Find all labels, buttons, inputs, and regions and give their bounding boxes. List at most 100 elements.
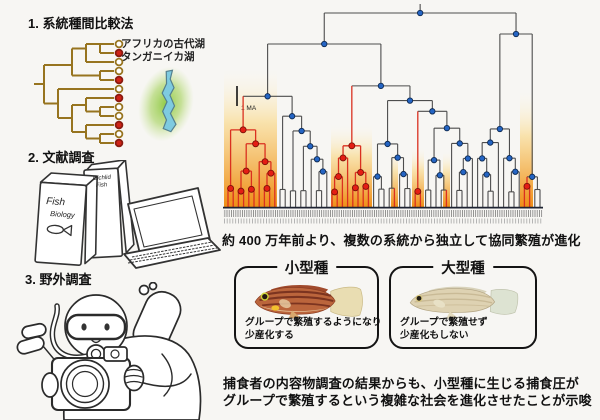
lake-label-line2: タンガニイカ湖 [121,51,195,63]
cooperative-node [237,187,245,195]
cooperative-node [227,184,235,192]
cooperative-node [339,154,347,162]
cooperative-node [335,173,342,181]
ancestral-node [464,155,471,162]
ancestral-node [406,97,414,104]
cooperative-node [331,188,339,196]
large-species-box: 大型種 グループで繁殖せず 少産化もしない [389,257,537,349]
ancestral-node [529,173,536,180]
cooperative-node [252,140,260,148]
large-fish-pectoral-fin [433,299,446,308]
book-front-title-2: Biology [50,209,76,220]
highlight-band [391,150,398,207]
large-species-title: 大型種 [433,257,493,278]
scale-bar-label: 1 MA [241,105,257,112]
cooperative-clade-highlights [224,70,533,207]
ancestral-node [313,156,321,163]
cooperative-node [362,182,370,190]
conclusion-text: 捕食者の内容物調査の結果からも、小型種に生じる捕食圧が グループで繁殖するという… [223,375,592,409]
large-fish-tail [489,289,519,315]
highlight-band [520,92,533,207]
diver-eye-left [81,323,87,331]
diver-right-hand [123,364,145,392]
phylogenetic-tree: 1 MA [223,4,543,224]
lake-label: アフリカの古代湖 タンガニイカ湖 [121,38,205,64]
method-1-heading: 1. 系統種間比較法 [28,16,134,31]
ancestral-node [429,108,436,115]
comparative-tree-tip-markers [114,39,124,148]
ancestral-node [512,168,519,175]
ancestral-node [506,155,513,162]
small-species-title: 小型種 [276,257,337,278]
time-scale-bar: 1 MA [236,86,257,112]
diving-mask [65,313,127,341]
cooperative-node [263,184,271,192]
cooperative-node [242,167,250,175]
ancestral-node [307,143,314,150]
ancestral-node [384,140,391,148]
conclusion-line2: グループで繁殖するという複雑な社会を進化させたことが示唆 [223,393,592,408]
glove-fingers [124,368,143,384]
small-species-desc: グループで繁殖するようになり 少産化する [245,317,382,341]
ancestral-node [496,125,504,133]
small-species-photo [248,279,366,323]
ancestral-node [400,170,407,178]
method-3-heading: 3. 野外調査 [25,272,92,287]
book-back-title-1: Cichlid [93,175,112,182]
cooperative-node [239,126,247,134]
ancestral-node [456,140,463,147]
book-titles: Cichlid Fish Fish Biology [46,175,112,220]
cooperative-node [261,158,269,166]
ancestral-node [321,40,328,48]
cooperative-node [348,142,356,150]
small-fish-yellow-spot [270,305,279,311]
small-fish-pelvic-fin [288,310,301,319]
large-species-desc: グループで繁殖せず 少産化もしない [400,317,488,341]
ancestral-node [416,9,424,17]
mask-nose [90,338,102,344]
comparative-tree-diagram [34,39,124,148]
large-species-photo [404,279,522,323]
small-fish-tail [329,286,363,317]
tip-labels-row2 [223,218,543,224]
small-fish-pectoral-fin [278,299,291,309]
tip-labels-row1 [223,210,543,217]
literature-illustration: Cichlid Fish Fish Biology [34,160,221,269]
ancestral-node [264,93,271,100]
book-front-title-1: Fish [46,196,66,208]
ancestral-node [436,172,444,179]
comparative-tree-branches [34,43,114,144]
ancestral-node [478,155,486,162]
ancestral-node [460,168,467,176]
large-fish-eye [416,295,422,301]
ancestral-node [374,173,381,180]
tree-nodes [227,9,536,196]
ancestral-node [394,154,401,161]
ancestral-node [487,139,494,146]
cooperative-node [247,185,255,193]
ancestral-node [483,171,490,178]
lake-shape [161,69,177,133]
diver-arm-line [161,353,173,397]
camera-strobes [16,322,59,365]
ancestral-node [512,30,520,38]
conclusion-line1: 捕食者の内容物調査の結果からも、小型種に生じる捕食圧が [223,376,580,391]
large-fish-pelvic-fin [446,311,458,319]
small-species-box: 小型種 グループで繁殖するようになり 少産化する [234,257,382,349]
diver-illustration [16,282,202,420]
cooperative-node [351,184,359,192]
cooperative-node [357,168,365,176]
ancestral-node [288,113,296,120]
ancestral-node [443,124,451,132]
method-2-heading: 2. 文献調査 [28,150,95,165]
diver-eye-right [104,323,110,331]
small-fish-eye [261,293,267,300]
book-front [34,172,98,266]
highlight-band [224,70,277,207]
laptop [123,187,221,269]
ancestral-node [298,127,305,135]
lake-tanganyika-map [138,66,194,142]
diver-left-hand [41,372,59,398]
book-back-title-2: Fish [96,182,108,189]
